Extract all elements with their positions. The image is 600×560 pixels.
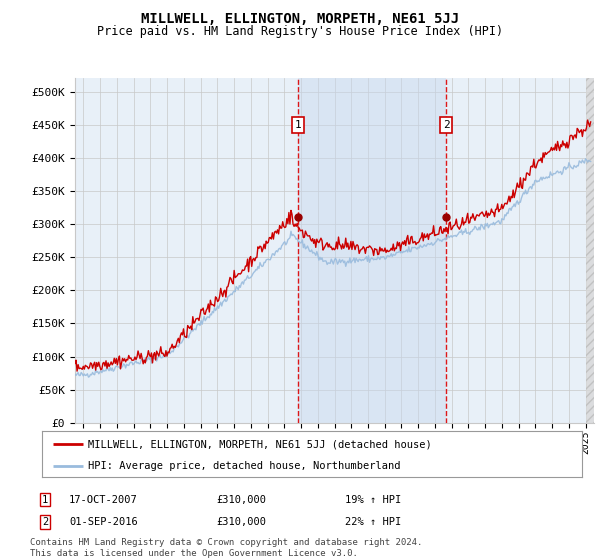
Text: Price paid vs. HM Land Registry's House Price Index (HPI): Price paid vs. HM Land Registry's House … bbox=[97, 25, 503, 38]
Text: 01-SEP-2016: 01-SEP-2016 bbox=[69, 517, 138, 527]
Text: 2: 2 bbox=[443, 120, 449, 130]
Bar bbox=[298, 78, 446, 423]
Text: HPI: Average price, detached house, Northumberland: HPI: Average price, detached house, Nort… bbox=[88, 461, 400, 470]
Text: 1: 1 bbox=[294, 120, 301, 130]
Bar bbox=[586, 78, 594, 423]
Text: 1: 1 bbox=[42, 494, 48, 505]
Text: Contains HM Land Registry data © Crown copyright and database right 2024.: Contains HM Land Registry data © Crown c… bbox=[30, 538, 422, 547]
Text: MILLWELL, ELLINGTON, MORPETH, NE61 5JJ (detached house): MILLWELL, ELLINGTON, MORPETH, NE61 5JJ (… bbox=[88, 439, 431, 449]
Text: This data is licensed under the Open Government Licence v3.0.: This data is licensed under the Open Gov… bbox=[30, 549, 358, 558]
Text: 2: 2 bbox=[42, 517, 48, 527]
Text: 19% ↑ HPI: 19% ↑ HPI bbox=[345, 494, 401, 505]
Text: 17-OCT-2007: 17-OCT-2007 bbox=[69, 494, 138, 505]
Text: 22% ↑ HPI: 22% ↑ HPI bbox=[345, 517, 401, 527]
Text: £310,000: £310,000 bbox=[216, 517, 266, 527]
Text: £310,000: £310,000 bbox=[216, 494, 266, 505]
Text: MILLWELL, ELLINGTON, MORPETH, NE61 5JJ: MILLWELL, ELLINGTON, MORPETH, NE61 5JJ bbox=[141, 12, 459, 26]
